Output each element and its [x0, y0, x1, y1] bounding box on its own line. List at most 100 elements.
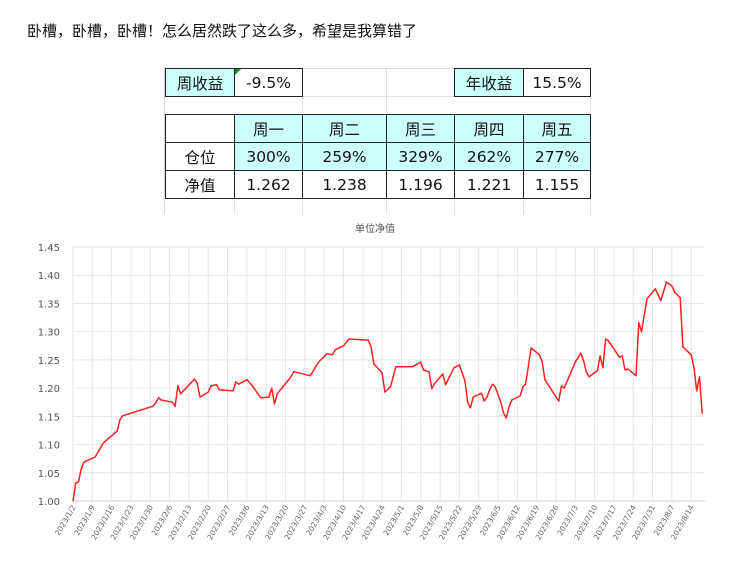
weekly-return-label: 周收益	[165, 68, 235, 97]
nav-data-point	[530, 347, 532, 349]
nav-data-point	[155, 402, 157, 404]
nav-data-point	[381, 372, 383, 374]
nav-data-point	[122, 415, 124, 417]
nav-data-point	[660, 300, 662, 302]
nav-data-point	[116, 430, 118, 432]
nav-data-point	[486, 396, 488, 398]
nav-data-point	[646, 298, 648, 300]
chart-title: 单位净值	[355, 222, 395, 235]
nav-data-point	[260, 397, 262, 399]
nav-data-point	[384, 391, 386, 393]
nav-data-point	[464, 380, 466, 382]
nav-data-point	[342, 345, 345, 347]
weekly-return-cell[interactable]: -9.5%	[234, 68, 303, 97]
nav-data-point	[442, 373, 444, 375]
position-wed[interactable]: 329%	[386, 142, 455, 171]
header-fri: 周五	[523, 114, 591, 143]
nav-data-point	[627, 368, 629, 370]
nav-data-point	[428, 371, 430, 373]
nav-data-point	[693, 367, 695, 369]
spreadsheet-table: 周收益 -9.5% 年收益 15.5% 周一 周二 周三 周四 周五 仓位 30…	[164, 68, 591, 214]
weekly-return-value: -9.5%	[246, 73, 291, 92]
nav-data-point	[318, 361, 320, 363]
nav-data-point	[582, 360, 585, 362]
position-mon[interactable]: 300%	[234, 142, 303, 171]
nav-data-point	[326, 353, 328, 355]
nav-data-point	[271, 387, 273, 389]
nav-data-point	[494, 386, 496, 388]
nav-data-point	[80, 467, 82, 469]
nav-data-point	[395, 366, 397, 368]
nav-data-point	[180, 393, 182, 395]
nav-data-point	[580, 352, 582, 354]
nav-data-point	[75, 482, 77, 484]
position-fri[interactable]: 277%	[523, 142, 591, 171]
nav-data-point	[458, 364, 460, 366]
nav-data-point	[290, 376, 292, 378]
y-tick-label: 1.10	[38, 441, 60, 452]
nav-data-point	[701, 412, 703, 415]
nav-data-point	[558, 400, 560, 402]
nav-data-point	[624, 369, 626, 371]
nav-data-point	[444, 384, 447, 386]
nav-data-point	[431, 388, 433, 390]
nav-data-point	[119, 419, 121, 421]
nav-data-point	[77, 481, 80, 483]
nav-series-line	[72, 281, 703, 502]
nav-data-point	[502, 412, 505, 414]
nav-data-point	[480, 392, 483, 394]
nav-data-point	[411, 366, 414, 368]
annual-return-label: 年收益	[454, 68, 524, 97]
nav-data-point	[373, 363, 375, 365]
nav-data-point	[83, 461, 85, 463]
annual-return-value[interactable]: 15.5%	[523, 68, 591, 97]
nav-data-point	[500, 401, 502, 403]
nav-data-point	[505, 417, 507, 419]
y-tick-label: 1.45	[38, 243, 60, 254]
nav-data-point	[538, 354, 541, 356]
nav-data-point	[237, 383, 240, 385]
nav-data-point	[334, 349, 336, 351]
comment-marker-icon	[235, 69, 241, 75]
nav-data-point	[196, 382, 198, 384]
y-tick-label: 1.20	[38, 384, 60, 395]
nav-data-point	[94, 456, 96, 458]
nav-data-point	[268, 396, 270, 398]
nav-data-point	[605, 338, 607, 340]
nav-data-point	[588, 376, 590, 378]
nav-data-point	[367, 339, 369, 341]
nav-data-point	[560, 385, 563, 387]
nav-data-point	[544, 379, 546, 381]
nav-data-point	[682, 346, 684, 348]
nav-data-point	[276, 393, 278, 395]
nav-data-point	[511, 399, 513, 401]
nav-data-point	[273, 403, 276, 405]
nav-data-point	[422, 369, 425, 371]
nav-data-point	[599, 355, 601, 357]
nav-data-point	[152, 405, 154, 407]
nav-data-point	[638, 322, 640, 324]
nav-data-point	[698, 376, 701, 378]
nav-data-point	[640, 331, 643, 333]
position-thu[interactable]: 262%	[454, 142, 524, 171]
nav-data-point	[472, 396, 474, 398]
y-tick-label: 1.40	[38, 271, 60, 282]
nav-data-point	[616, 352, 618, 354]
nav-data-point	[585, 371, 587, 373]
nav-data-point	[654, 288, 656, 290]
y-tick-label: 1.00	[38, 497, 60, 508]
nav-fri[interactable]: 1.155	[523, 170, 591, 199]
nav-data-point	[483, 400, 485, 402]
nav-data-point	[674, 291, 676, 293]
nav-data-point	[215, 384, 218, 386]
nav-data-point	[522, 386, 524, 388]
nav-data-point	[210, 385, 212, 387]
y-tick-label: 1.30	[38, 328, 60, 339]
nav-data-point	[160, 399, 162, 401]
nav-data-point	[72, 500, 74, 502]
nav-data-point	[420, 361, 422, 363]
nav-data-point	[193, 378, 196, 380]
nav-data-point	[519, 395, 521, 397]
nav-data-point	[489, 389, 491, 391]
y-tick-label: 1.35	[38, 299, 60, 310]
